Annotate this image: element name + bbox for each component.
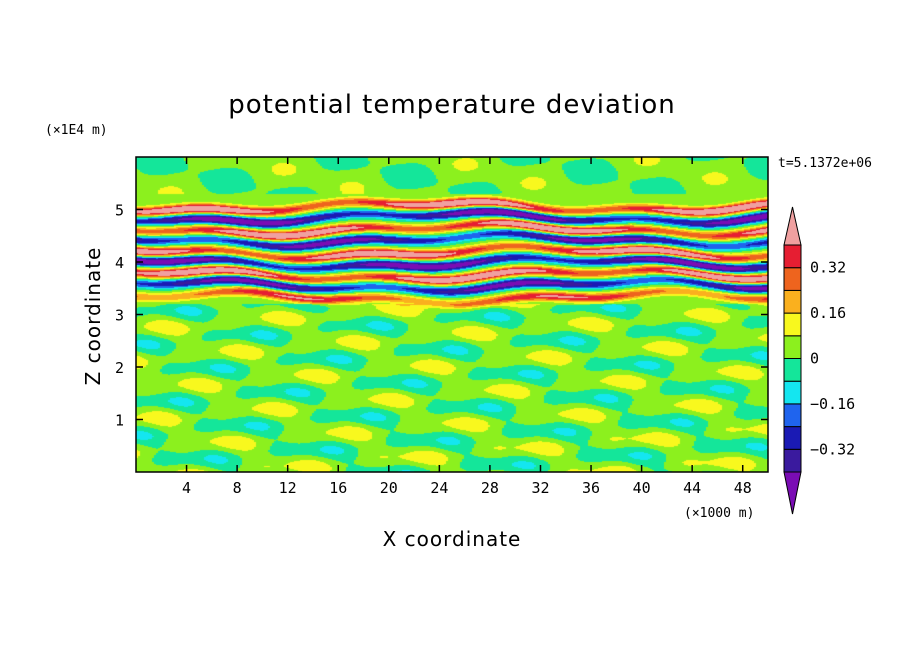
x-tick-label: 28: [481, 479, 499, 497]
x-tick-label: 8: [233, 479, 242, 497]
time-label: t=5.1372e+06: [778, 156, 872, 171]
y-tick-label: 5: [115, 202, 124, 220]
x-axis-label: X coordinate: [383, 527, 522, 551]
plot-area: [135, 156, 769, 473]
x-tick-label: 4: [182, 479, 191, 497]
chart-title: potential temperature deviation: [228, 90, 675, 120]
colorbar-bin: [783, 380, 802, 405]
x-tick-label: 24: [430, 479, 448, 497]
colorbar-bin: [783, 289, 802, 314]
x-tick-label: 48: [734, 479, 752, 497]
colorbar-bin: [783, 244, 802, 269]
colorbar-bin: [783, 312, 802, 337]
y-axis: 1 2 3 4 5: [115, 202, 768, 430]
x-tick-label: 16: [329, 479, 347, 497]
colorbar: −0.32 −0.16 0 0.16 0.32: [783, 206, 855, 515]
x-tick-label: 12: [279, 479, 297, 497]
colorbar-bin: [783, 267, 802, 291]
y-unit-label: (×1E4 m): [45, 123, 108, 138]
y-tick-label: 3: [115, 307, 124, 325]
x-unit-label: (×1000 m): [684, 506, 754, 521]
y-tick-label: 4: [115, 254, 124, 272]
y-tick-label: 1: [115, 412, 124, 430]
colorbar-extend-min: [783, 471, 802, 515]
x-tick-label: 40: [633, 479, 651, 497]
contour-field: [136, 157, 768, 472]
colorbar-bin: [783, 448, 802, 473]
colorbar-bin: [783, 426, 802, 450]
colorbar-tick-label: −0.32: [810, 440, 855, 458]
colorbar-bin: [783, 403, 802, 428]
x-tick-label: 20: [380, 479, 398, 497]
colorbar-bin: [783, 358, 802, 382]
x-tick-label: 36: [582, 479, 600, 497]
y-tick-label: 2: [115, 359, 124, 377]
y-axis-label: Z coordinate: [81, 247, 105, 386]
x-tick-label: 32: [531, 479, 549, 497]
x-tick-label: 44: [683, 479, 701, 497]
colorbar-extend-max: [783, 206, 802, 246]
x-axis: 4 8 12 16 20 24 28 32 36 40 44 48: [182, 157, 752, 497]
colorbar-tick-label: 0.32: [810, 259, 846, 277]
colorbar-bin: [783, 335, 802, 359]
colorbar-tick-label: 0: [810, 350, 819, 368]
colorbar-tick-label: 0.16: [810, 304, 846, 322]
colorbar-tick-label: −0.16: [810, 395, 855, 413]
